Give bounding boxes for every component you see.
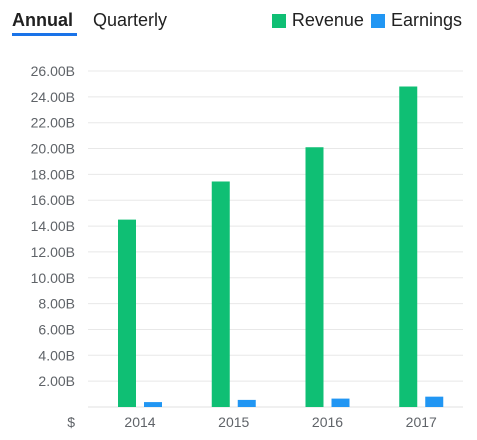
legend-item-earnings[interactable]: Earnings	[370, 10, 462, 31]
y-tick-label: 14.00B	[31, 218, 75, 234]
bar-earnings	[237, 399, 256, 407]
chart-legend: Revenue Earnings	[265, 10, 462, 31]
y-tick-label: 4.00B	[38, 347, 75, 363]
bar-earnings	[331, 398, 350, 407]
bar-revenue	[305, 147, 324, 407]
bar-revenue	[211, 181, 230, 407]
earnings-swatch	[370, 13, 385, 28]
y-tick-label: 2.00B	[38, 373, 75, 389]
y-tick-label: 18.00B	[31, 166, 75, 182]
y-tick-label: 12.00B	[31, 244, 75, 260]
legend-label-revenue: Revenue	[291, 10, 364, 30]
x-tick-label: 2017	[406, 414, 437, 430]
y-tick-label: 26.00B	[31, 63, 75, 79]
active-tab-indicator	[12, 33, 77, 36]
y-tick-label: 6.00B	[38, 321, 75, 337]
revenue-swatch	[271, 13, 286, 28]
bar-earnings	[425, 396, 444, 407]
y-tick-label: 20.00B	[31, 141, 75, 157]
y-tick-label: 10.00B	[31, 270, 75, 286]
x-tick-label: 2014	[124, 414, 155, 430]
tab-annual[interactable]: Annual	[12, 10, 73, 30]
legend-label-earnings: Earnings	[390, 10, 462, 30]
bar-revenue	[399, 86, 418, 407]
x-tick-label: 2016	[312, 414, 343, 430]
tab-quarterly[interactable]: Quarterly	[93, 10, 168, 30]
x-tick-label: 2015	[218, 414, 249, 430]
y-tick-label: 16.00B	[31, 192, 75, 208]
bar-earnings	[144, 402, 162, 407]
bar-revenue	[118, 219, 136, 407]
legend-item-revenue[interactable]: Revenue	[271, 10, 364, 31]
y-tick-label: 22.00B	[31, 115, 75, 131]
y-tick-label: 8.00B	[38, 296, 75, 312]
y-tick-label: 24.00B	[31, 89, 75, 105]
currency-label: $	[67, 414, 75, 430]
